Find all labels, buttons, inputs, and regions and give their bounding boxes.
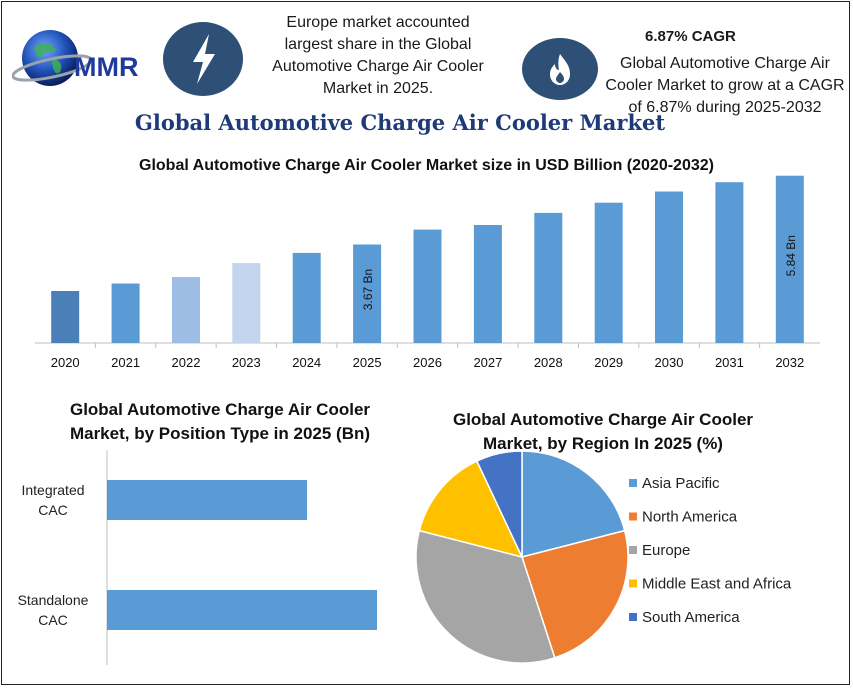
legend-swatch-south-america — [629, 613, 637, 621]
hbar-standalone-cac — [107, 590, 377, 630]
hbar-label-integrated-2: CAC — [38, 502, 68, 518]
legend-swatch-middle-east-and-africa — [629, 579, 637, 588]
cagr-text: Global Automotive Charge Air Cooler Mark… — [605, 55, 845, 116]
hbar-label-standalone-2: CAC — [38, 612, 68, 628]
hbar-label-standalone-1: Standalone — [18, 592, 89, 608]
legend-label-asia-pacific: Asia Pacific — [642, 475, 720, 492]
x-tick-2024: 2024 — [292, 355, 321, 370]
bar-2025 — [353, 244, 382, 343]
legend-label-europe: Europe — [642, 542, 690, 559]
bar-2031 — [715, 182, 744, 343]
x-tick-2026: 2026 — [413, 355, 442, 370]
data-label-2032: 5.84 Bn — [784, 235, 798, 276]
flame-icon — [522, 38, 598, 100]
pie-slice-asia-pacific — [521, 450, 626, 558]
data-label-2025: 3.67 Bn — [361, 269, 375, 310]
legend-label-south-america: South America — [642, 609, 740, 626]
bar-2028 — [534, 212, 563, 343]
europe-share-text: Europe market accounted largest share in… — [272, 14, 484, 97]
x-tick-2027: 2027 — [473, 355, 502, 370]
bar-2023 — [232, 263, 261, 343]
bar-2026 — [413, 229, 442, 343]
bar-2027 — [473, 225, 502, 343]
logo-text: MMR — [74, 52, 138, 82]
x-tick-2022: 2022 — [172, 355, 201, 370]
x-tick-2028: 2028 — [534, 355, 563, 370]
legend-label-north-america: North America — [642, 509, 738, 526]
bar-2030 — [655, 191, 683, 343]
hbar-integrated-cac — [107, 480, 307, 520]
position-type-title-line-2: Market, by Position Type in 2025 (Bn) — [69, 424, 371, 443]
hbar-label-integrated-1: Integrated — [21, 482, 84, 498]
position-type-bar-chart: Integrated CAC Standalone CAC — [18, 450, 377, 665]
main-title: Global Automotive Charge Air Cooler Mark… — [134, 110, 666, 135]
bar-2022 — [172, 277, 200, 343]
legend-swatch-north-america — [629, 512, 637, 521]
lightning-bolt-icon — [163, 22, 243, 96]
x-tick-2025: 2025 — [353, 355, 382, 370]
bar-chart-title: Global Automotive Charge Air Cooler Mark… — [139, 157, 714, 174]
region-pie-title-line-1: Global Automotive Charge Air Cooler — [452, 410, 754, 429]
bar-2032 — [775, 175, 804, 343]
region-pie-title-line-2: Market, by Region In 2025 (%) — [483, 434, 723, 453]
mmr-logo: MMR — [12, 30, 138, 86]
pie-slice-south-america — [475, 450, 523, 558]
market-size-bar-chart: 2020 2021 2022 2023 2024 2025 2026 2027 2028 2029… — [35, 175, 820, 370]
pie-slice-middle-east-and-africa — [418, 460, 524, 559]
legend-swatch-asia-pacific — [629, 479, 637, 487]
bar-2029 — [594, 202, 623, 343]
bar-2021 — [111, 283, 140, 343]
x-tick-2020: 2020 — [51, 355, 80, 370]
pie-slice-europe — [415, 529, 556, 664]
region-pie-title: Global Automotive Charge Air Cooler Mark… — [418, 408, 788, 456]
x-tick-2032: 2032 — [775, 355, 804, 370]
x-tick-2030: 2030 — [655, 355, 684, 370]
region-pie-chart: Asia Pacific North America Europe Middle Ea… — [415, 450, 792, 664]
x-tick-2031: 2031 — [715, 355, 744, 370]
x-tick-2021: 2021 — [111, 355, 140, 370]
pie-slice-north-america — [521, 529, 629, 659]
cagr-title: 6.87% CAGR — [645, 28, 736, 45]
bar-2020 — [51, 291, 80, 343]
position-type-title-line-1: Global Automotive Charge Air Cooler — [69, 400, 371, 419]
position-type-title: Global Automotive Charge Air Cooler Mark… — [50, 398, 390, 446]
bar-2024 — [292, 252, 321, 343]
x-tick-2029: 2029 — [594, 355, 623, 370]
x-tick-2023: 2023 — [232, 355, 261, 370]
legend-label-middle-east-and-africa: Middle East and Africa — [642, 576, 792, 593]
legend-swatch-europe — [629, 546, 637, 554]
